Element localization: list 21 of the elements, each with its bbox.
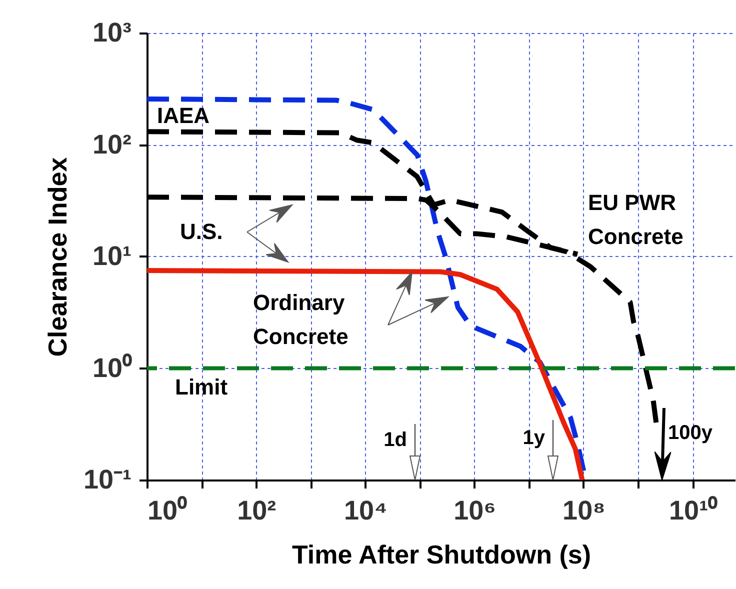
annotation: IAEA <box>157 103 210 128</box>
annotation: 1y <box>522 427 546 449</box>
annotation: 1d <box>384 429 407 451</box>
x-axis-title: Time After Shutdown (s) <box>292 540 591 570</box>
x-tick-label: 10⁶ <box>454 496 496 526</box>
y-axis-title: Clearance Index <box>42 156 72 357</box>
annotation: 100y <box>668 422 714 444</box>
annotation: EU PWR Concrete <box>588 190 684 249</box>
y-tick-label: 10⁻¹ <box>83 464 132 494</box>
x-tick-label: 10⁴ <box>344 496 388 526</box>
x-tick-label: 10¹⁰ <box>669 496 718 526</box>
annotation: Ordinary Concrete <box>253 290 348 349</box>
y-tick-label: 10¹ <box>92 241 132 271</box>
y-tick-label: 10³ <box>92 18 132 48</box>
y-tick-label: 10⁰ <box>92 352 132 383</box>
y-tick-label: 10² <box>92 129 132 160</box>
x-tick-label: 10⁸ <box>562 496 606 526</box>
x-tick-label: 10⁰ <box>148 496 188 526</box>
x-tick-label: 10² <box>237 496 276 526</box>
annotation: U.S. <box>180 219 223 244</box>
ref-line-label: Limit <box>175 374 228 400</box>
